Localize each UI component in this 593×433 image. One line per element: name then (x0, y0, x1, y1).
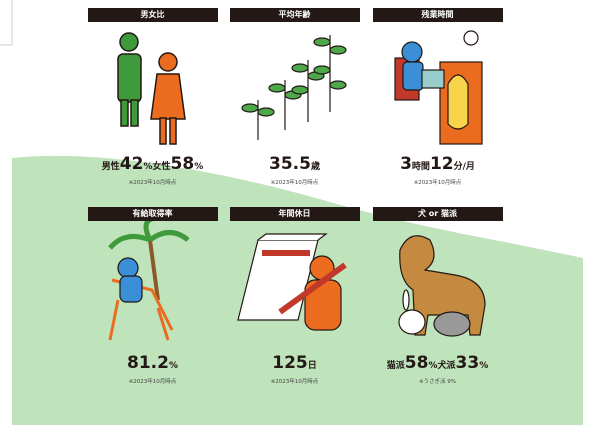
card-title: 有給取得率 (88, 207, 218, 221)
card-title: 残業時間 (373, 8, 503, 22)
stat-part: 犬派 (438, 361, 456, 371)
stat-part: % (479, 361, 488, 371)
stat-value: 81.2% (81, 353, 224, 373)
stat-value: 125日 (223, 353, 366, 373)
stat-note: ※2023年10月時点 (81, 377, 224, 385)
stat-card: 年間休日 125日 ※2023年10月時点 (223, 207, 366, 387)
stat-part: 58 (171, 154, 195, 174)
stat-part: 時間 (412, 162, 430, 172)
stat-part: 日 (308, 361, 317, 371)
stat-part: 猫派 (387, 361, 405, 371)
stat-note: ※2023年10月時点 (223, 178, 366, 186)
card-title: 犬 or 猫派 (373, 207, 503, 221)
stat-part: 3 (400, 154, 412, 174)
card-title: 男女比 (88, 8, 218, 22)
stat-value: 男性42%女性58% (81, 154, 224, 174)
stat-note: ※2023年10月時点 (366, 178, 509, 186)
stat-value: 3時間12分/月 (366, 154, 509, 174)
stat-part: 男性 (102, 162, 120, 172)
stat-note: ※うさぎ派 9% (366, 377, 509, 385)
stat-part: 58 (405, 353, 429, 373)
stat-part: % (169, 361, 178, 371)
stat-card: 男女比男性42%女性58%※2023年10月時点 (81, 8, 224, 188)
stat-note: ※2023年10月時点 (223, 377, 366, 385)
stat-value: 猫派58%犬派33% (366, 353, 509, 373)
stat-part: 125 (272, 353, 308, 373)
stat-part: 12 (430, 154, 454, 174)
card-title: 年間休日 (230, 207, 360, 221)
stat-part: 42 (120, 154, 144, 174)
stat-note: ※2023年10月時点 (81, 178, 224, 186)
stat-part: 35.5 (269, 154, 311, 174)
stat-part: % (194, 162, 203, 172)
stat-part: % (428, 361, 437, 371)
stat-card: 平均年齢 35.5歳 ※2023年10月時点 (223, 8, 366, 188)
stat-part: 歳 (311, 162, 320, 172)
stat-card: 有給取得率 81.2% ※2023年10月時点 (81, 207, 224, 387)
stat-card: 犬 or 猫派猫派58%犬派33%※うさぎ派 9% (366, 207, 509, 387)
stat-card: 残業時間 3時間12分/月 ※2023年10月時点 (366, 8, 509, 188)
stat-part: % (143, 162, 152, 172)
page: {"cards": [ {"title": "男女比", "stat": ["男… (0, 0, 593, 433)
stat-value: 35.5歳 (223, 154, 366, 174)
stat-part: 女性 (153, 162, 171, 172)
stat-part: 分/月 (454, 162, 475, 172)
stat-part: 33 (456, 353, 480, 373)
stat-part: 81.2 (127, 353, 169, 373)
card-title: 平均年齢 (230, 8, 360, 22)
